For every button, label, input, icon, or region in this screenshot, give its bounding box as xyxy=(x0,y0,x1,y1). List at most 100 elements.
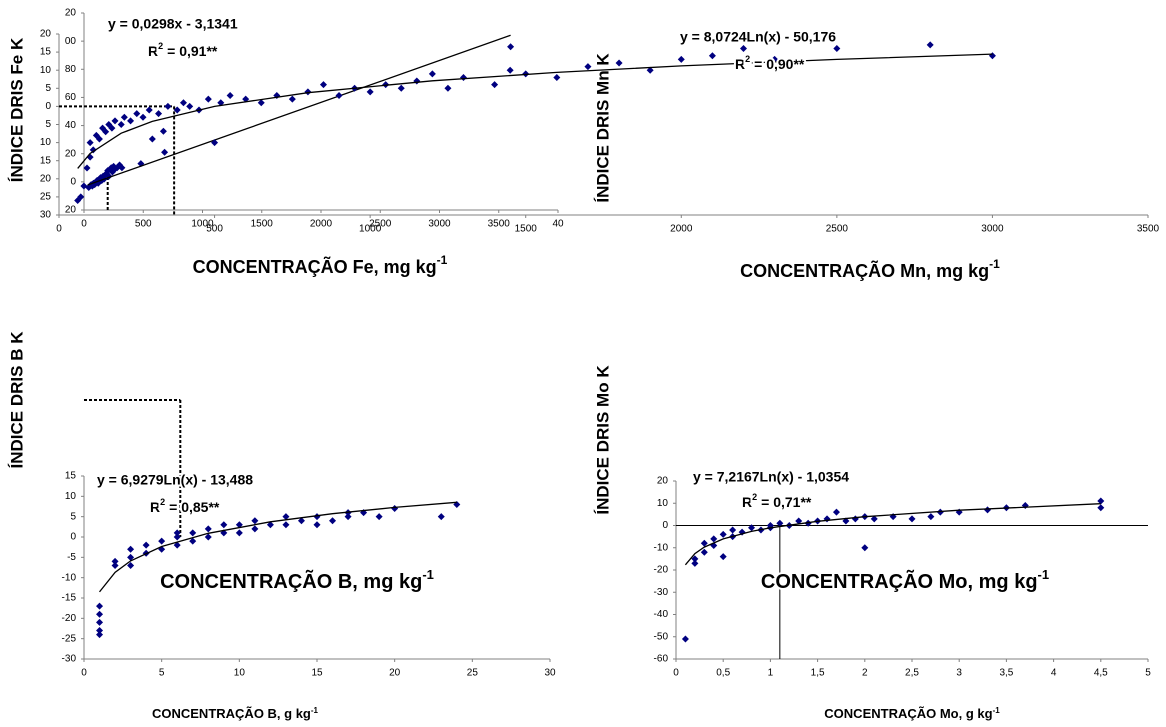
data-point xyxy=(397,84,405,92)
data-point xyxy=(155,110,163,118)
data-point xyxy=(96,602,104,610)
y-tick-label: 20 xyxy=(40,173,52,184)
data-point xyxy=(700,539,708,547)
y-tick-label: 40 xyxy=(65,120,77,131)
data-point xyxy=(700,548,708,556)
equation: y = 0,0298x - 3,1341 xyxy=(108,16,238,32)
data-point xyxy=(553,73,561,81)
r-squared: R2 = 0,90** xyxy=(735,54,805,71)
y-tick-label: -25 xyxy=(62,633,77,644)
x-tick-label: 1500 xyxy=(251,219,274,230)
y-tick-label: 80 xyxy=(65,64,77,75)
x-axis-label-text: CONCENTRAÇÃO Mo, g kg xyxy=(824,706,992,721)
data-point xyxy=(158,537,166,545)
data-point xyxy=(851,515,859,523)
y-axis-label: ÍNDICE DRIS Mo K xyxy=(593,365,612,515)
annotation-sup: -1 xyxy=(422,567,434,582)
y-tick-label: 20 xyxy=(65,148,77,159)
x-tick-label: 5 xyxy=(159,668,165,679)
x-axis-label-sup: -1 xyxy=(993,706,1001,715)
data-point xyxy=(344,513,352,521)
x-tick-label: 15 xyxy=(311,668,323,679)
y-tick-label: 10 xyxy=(40,137,52,148)
data-point xyxy=(366,88,374,96)
data-point xyxy=(282,513,290,521)
r-squared-sup: 2 xyxy=(158,41,163,51)
data-point xyxy=(740,44,748,52)
data-point xyxy=(391,505,399,513)
data-point xyxy=(173,106,181,114)
x-tick-label: 1,5 xyxy=(811,668,825,679)
data-point xyxy=(95,135,103,143)
x-tick-label: 1 xyxy=(768,668,774,679)
data-point xyxy=(164,102,172,110)
y-tick-label: -40 xyxy=(654,609,669,620)
data-point xyxy=(89,146,97,154)
data-point xyxy=(313,521,321,529)
data-point xyxy=(142,541,150,549)
x-axis-label-sup: -1 xyxy=(989,257,1000,271)
x-tick-label: 25 xyxy=(467,668,479,679)
data-point xyxy=(211,139,219,147)
data-point xyxy=(615,59,623,67)
data-point xyxy=(80,182,88,190)
x-tick-label: 3500 xyxy=(1137,224,1160,235)
x-tick-label: 2500 xyxy=(369,219,392,230)
annotation: CONCENTRAÇÃO Mo, mg kg-1 xyxy=(761,567,1049,593)
y-tick-label: -50 xyxy=(654,631,669,642)
r-squared-text: = 0,85** xyxy=(169,499,220,515)
data-point xyxy=(319,81,327,89)
data-point xyxy=(335,92,343,100)
y-tick-label: -20 xyxy=(62,613,77,624)
data-point xyxy=(186,102,194,110)
data-point xyxy=(491,81,499,89)
data-point xyxy=(522,70,530,78)
data-point xyxy=(708,52,716,60)
data-point xyxy=(235,529,243,537)
data-point xyxy=(117,121,125,128)
y-tick-label: 15 xyxy=(40,155,52,166)
x-tick-label: 10 xyxy=(234,668,246,679)
r-squared: R2 = 0,71** xyxy=(742,492,812,509)
data-point xyxy=(159,127,167,135)
data-point xyxy=(173,541,181,549)
trend-line xyxy=(87,34,511,186)
data-point xyxy=(710,535,718,543)
data-point xyxy=(251,517,259,525)
y-tick-label: 30 xyxy=(40,210,52,221)
x-tick-label: 30 xyxy=(544,668,556,679)
data-point xyxy=(329,517,337,525)
trend-line xyxy=(684,503,1101,566)
y-tick-label: -10 xyxy=(62,572,77,583)
data-point xyxy=(96,610,104,618)
x-tick-label: 500 xyxy=(135,219,152,230)
x-tick-label: 3 xyxy=(956,668,962,679)
data-point xyxy=(226,92,234,100)
data-point xyxy=(444,84,452,92)
data-point xyxy=(96,627,104,635)
data-point xyxy=(145,106,153,114)
data-point xyxy=(242,95,250,103)
data-point xyxy=(927,513,935,521)
data-point xyxy=(413,77,421,85)
data-point xyxy=(988,52,996,60)
y-tick-label: -60 xyxy=(654,654,669,665)
data-point xyxy=(189,537,197,545)
data-point xyxy=(235,521,243,529)
y-tick-label: 25 xyxy=(40,192,52,203)
data-point xyxy=(428,70,436,78)
x-tick-label: 2,5 xyxy=(905,668,919,679)
y-tick-label: 5 xyxy=(70,511,76,522)
x-tick-label: 3000 xyxy=(981,224,1004,235)
data-point xyxy=(507,43,515,51)
equation: y = 8,0724Ln(x) - 50,176 xyxy=(680,29,836,45)
y-tick-label: -30 xyxy=(62,654,77,665)
x-tick-label: 3500 xyxy=(488,219,511,230)
y-tick-label: 0 xyxy=(70,532,76,543)
y-tick-label: -5 xyxy=(67,552,76,563)
x-tick-label: 4 xyxy=(1051,668,1057,679)
data-point xyxy=(832,508,840,516)
x-tick-label: 0 xyxy=(673,668,679,679)
data-point xyxy=(459,73,467,81)
